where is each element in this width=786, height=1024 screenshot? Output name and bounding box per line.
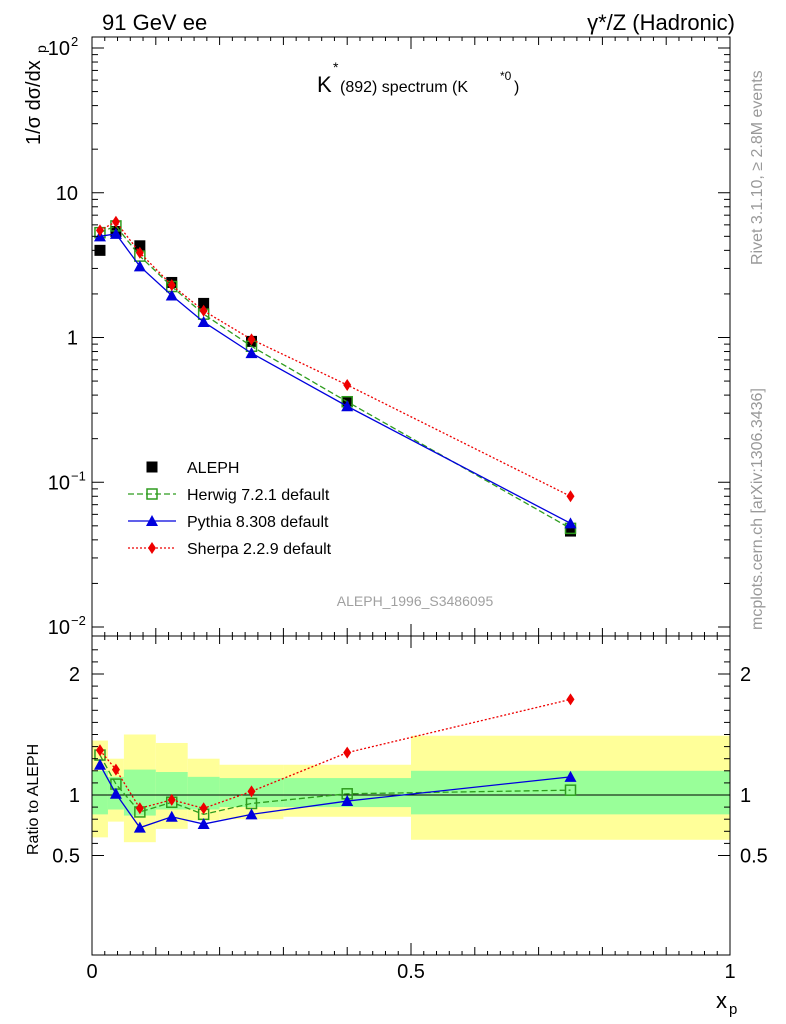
- ratio-point-s1-0: [93, 758, 106, 770]
- ratio-panel-series: [93, 693, 577, 833]
- y-axis-label-subscript: p: [33, 45, 49, 53]
- ratio-point-s2-7: [566, 693, 575, 706]
- analysis-id-label: ALEPH_1996_S3486095: [337, 593, 494, 609]
- legend-label-2: Pythia 8.308 default: [187, 514, 329, 531]
- ratio-point-s2-3: [167, 793, 176, 806]
- y-axis-label-text: 1/σ dσ/dx: [23, 60, 45, 145]
- legend: ALEPH Herwig 7.2.1 default Pythia 8.308 de…: [128, 460, 332, 558]
- ratio-point-s2-4: [199, 802, 208, 815]
- title-closing-paren: ): [514, 79, 519, 96]
- ratio-point-s2-6: [343, 746, 352, 759]
- legend-label-3: Sherpa 2.2.9 default: [187, 541, 332, 558]
- legend-marker-1: [146, 488, 158, 500]
- main-point-s3-2: [135, 246, 144, 259]
- main-panel-series: [93, 215, 577, 537]
- rivet-version-label: Rivet 3.1.10, ≥ 2.8M events: [749, 70, 766, 265]
- ratio-ytick-label-right-1: 1: [740, 785, 751, 807]
- ratio-ytick-label-2: 2: [69, 664, 80, 686]
- main-chart-title: K * (892) spectrum (K *0 ): [317, 59, 519, 97]
- ratio-point-s1-6: [341, 795, 354, 807]
- main-ytick-label-4: 10: [48, 38, 70, 60]
- ratio-point-s1-3: [165, 810, 178, 822]
- x-axis-label-text: x: [716, 988, 727, 1013]
- legend-marker-0: [146, 461, 158, 473]
- main-point-s2-6: [341, 400, 354, 412]
- main-point-s3-7: [566, 490, 575, 503]
- legend-marker-2: [146, 515, 158, 526]
- ratio-point-s1-2: [133, 821, 146, 833]
- main-ytick-label-exp-0: −2: [71, 613, 86, 628]
- main-point-s3-5: [247, 333, 256, 346]
- ratio-point-s0-7: [564, 784, 577, 796]
- header-right-label: γ*/Z (Hadronic): [587, 10, 735, 35]
- main-ytick-label-exp-4: 2: [71, 34, 78, 49]
- main-ytick-label-0: 10: [48, 617, 70, 639]
- mcplots-reference-label: mcplots.cern.ch [arXiv:1306.3436]: [749, 388, 766, 630]
- main-y-axis-label: 1/σ dσ/dx p: [23, 45, 49, 145]
- main-point-s2-4: [197, 315, 210, 327]
- main-point-s2-5: [245, 347, 258, 359]
- ratio-point-s1-4: [197, 818, 210, 830]
- ratio-point-s1-7: [564, 770, 577, 782]
- main-point-s2-3: [165, 289, 178, 301]
- ratio-point-s2-2: [135, 802, 144, 815]
- header-left-label: 91 GeV ee: [102, 10, 207, 35]
- main-point-s0-0: [94, 244, 106, 256]
- ratio-ytick-label-right-2: 2: [740, 664, 751, 686]
- main-series-line-2: [99, 233, 571, 524]
- ratio-series-line-1: [99, 764, 571, 829]
- main-point-s3-0: [95, 224, 104, 237]
- ratio-point-s2-0: [95, 744, 104, 757]
- main-point-s0-4: [198, 297, 210, 309]
- main-ytick-label-2: 1: [67, 328, 78, 350]
- main-ytick-label-3: 10: [56, 183, 78, 205]
- ratio-point-s1-1: [109, 787, 122, 799]
- ratio-point-s1-5: [245, 808, 258, 820]
- ratio-uncertainty-bands: [92, 734, 730, 843]
- main-point-s0-7: [565, 525, 576, 537]
- main-series-line-1: [99, 225, 571, 529]
- ratio-point-s2-5: [247, 785, 256, 798]
- ratio-ytick-label-right-0: 0.5: [740, 846, 768, 868]
- title-symbol-K: K: [317, 72, 332, 97]
- ratio-band-inner-0: [92, 770, 108, 815]
- ratio-ytick-label-0: 0.5: [52, 846, 80, 868]
- main-point-s2-2: [133, 260, 146, 272]
- main-point-s0-2: [134, 240, 146, 252]
- main-point-s3-3: [167, 279, 176, 292]
- ratio-point-s2-1: [111, 763, 120, 776]
- ratio-series-line-2: [99, 698, 571, 810]
- main-point-s2-7: [564, 517, 577, 529]
- main-point-s3-4: [199, 304, 208, 317]
- title-star-superscript: *: [333, 59, 339, 75]
- xtick-label-2: 1: [724, 961, 735, 983]
- main-ytick-label-1: 10: [48, 472, 70, 494]
- x-axis-label-subscript: p: [729, 1001, 737, 1018]
- main-point-s2-1: [109, 227, 122, 239]
- main-ytick-label-exp-1: −1: [71, 468, 86, 483]
- ratio-ytick-label-1: 1: [69, 785, 80, 807]
- x-axis-label: x p: [716, 988, 737, 1018]
- legend-marker-3: [148, 542, 156, 554]
- title-subtext: (892) spectrum (K: [340, 79, 468, 96]
- ratio-y-axis-label: Ratio to ALEPH: [25, 744, 42, 855]
- title-superscript-0: *0: [500, 69, 512, 83]
- legend-label-0: ALEPH: [187, 460, 239, 477]
- xtick-label-0: 0: [86, 961, 97, 983]
- main-point-s3-6: [343, 378, 352, 391]
- xtick-label-1: 0.5: [397, 961, 425, 983]
- main-series-line-3: [99, 220, 571, 497]
- main-point-s3-1: [111, 215, 120, 228]
- legend-label-1: Herwig 7.2.1 default: [187, 487, 330, 504]
- x-ticks: [91, 37, 731, 955]
